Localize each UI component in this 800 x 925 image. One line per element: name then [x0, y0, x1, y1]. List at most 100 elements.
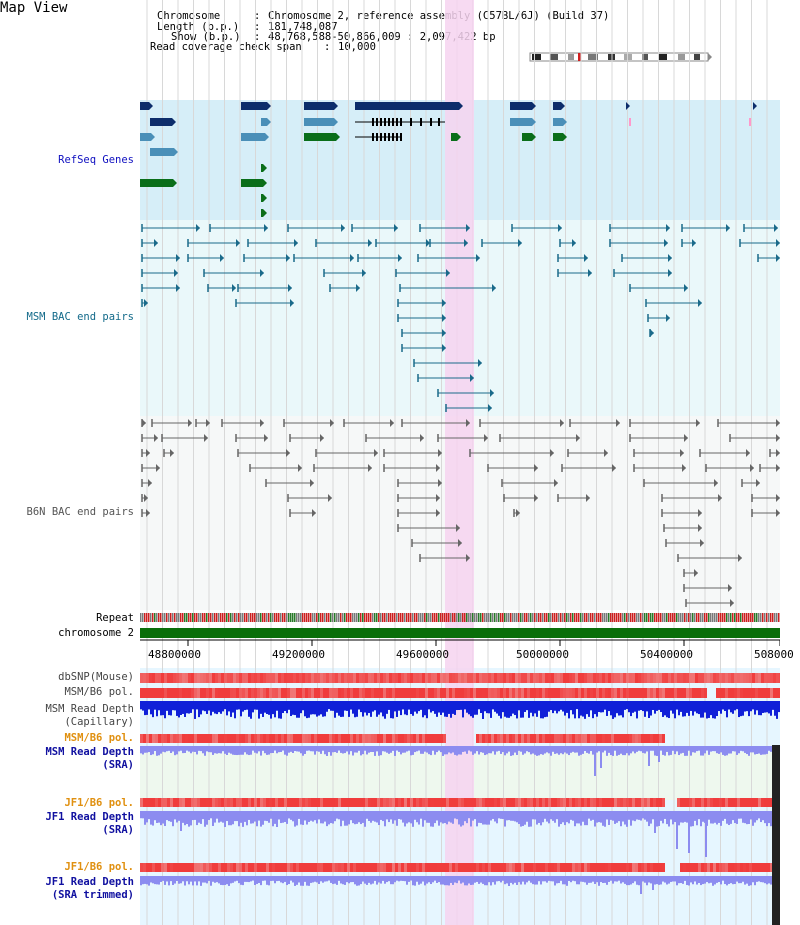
polymorphism-cell — [770, 798, 773, 807]
read-depth-bar — [652, 746, 654, 751]
polymorphism-cell — [641, 734, 644, 743]
polymorphism-cell — [551, 688, 554, 698]
polymorphism-cell — [542, 734, 545, 743]
polymorphism-cell — [188, 863, 191, 872]
gene-exon — [438, 118, 440, 126]
gene-exon — [355, 102, 405, 110]
read-depth-bar — [434, 811, 436, 824]
read-depth-bar — [762, 811, 764, 821]
read-depth-bar — [482, 876, 484, 884]
b6n-bac-end — [776, 494, 780, 502]
read-depth-bar — [442, 876, 444, 885]
polymorphism-cell — [698, 673, 701, 683]
read-depth-bar — [502, 746, 504, 753]
read-depth-bar — [416, 811, 418, 823]
polymorphism-cell — [488, 734, 491, 743]
polymorphism-cell — [623, 734, 626, 743]
repeat-element — [194, 613, 196, 622]
jf1-sra-sublabel: (SRA) — [102, 824, 134, 836]
polymorphism-cell — [413, 863, 416, 872]
polymorphism-cell — [158, 734, 161, 743]
polymorphism-cell — [593, 734, 596, 743]
msm-bac-end — [584, 254, 588, 262]
read-depth-bar — [760, 876, 762, 883]
read-depth-bar — [610, 701, 612, 716]
polymorphism-cell — [524, 863, 527, 872]
read-depth-bar — [730, 811, 732, 824]
read-depth-bar — [712, 701, 714, 719]
read-depth-bar — [258, 876, 260, 884]
polymorphism-cell — [626, 798, 629, 807]
read-depth-bar — [698, 746, 700, 751]
read-depth-bar — [666, 876, 668, 885]
read-depth-bar — [618, 746, 620, 755]
polymorphism-cell — [269, 673, 272, 683]
read-depth-bar — [168, 811, 170, 822]
repeat-element — [358, 613, 360, 622]
b6n-bac-end — [456, 524, 460, 532]
read-depth-bar — [224, 811, 226, 827]
genome-browser-plot[interactable] — [140, 0, 780, 925]
read-depth-bar — [198, 701, 200, 718]
repeat-element — [568, 613, 570, 622]
gene-exon — [150, 118, 172, 126]
read-depth-bar — [500, 811, 502, 819]
read-depth-bar — [626, 701, 628, 710]
read-depth-bar — [316, 701, 318, 717]
repeat-element — [680, 613, 682, 622]
read-depth-bar — [242, 701, 244, 712]
repeat-element — [726, 613, 728, 622]
read-depth-bar — [288, 701, 290, 710]
read-depth-bar — [422, 876, 424, 882]
repeat-element — [686, 613, 688, 622]
read-depth-bar — [606, 876, 608, 885]
msm-bac-end — [668, 254, 672, 262]
read-depth-bar — [662, 811, 664, 824]
read-depth-bar — [732, 811, 734, 821]
read-depth-bar — [476, 811, 478, 827]
repeat-element — [324, 613, 326, 622]
read-depth-bar — [628, 746, 630, 756]
read-depth-bar — [618, 811, 620, 822]
read-depth-bar — [586, 876, 588, 885]
read-depth-bar — [648, 701, 650, 719]
polymorphism-cell — [374, 688, 377, 698]
read-depth-bar — [220, 811, 222, 822]
read-depth-bar — [286, 811, 288, 824]
repeat-element — [192, 613, 194, 622]
polymorphism-cell — [692, 863, 695, 872]
read-depth-bar — [574, 811, 576, 827]
read-depth-bar — [502, 876, 504, 881]
read-depth-bar — [412, 811, 414, 827]
polymorphism-cell — [437, 863, 440, 872]
read-depth-bar — [188, 746, 190, 752]
read-depth-bar — [218, 746, 220, 754]
polymorphism-cell — [329, 688, 332, 698]
polymorphism-cell — [584, 798, 587, 807]
read-depth-bar — [588, 811, 590, 819]
read-depth-bar — [730, 701, 732, 713]
polymorphism-cell — [194, 798, 197, 807]
polymorphism-cell — [656, 673, 659, 683]
repeat-element — [650, 613, 652, 622]
polymorphism-cell — [704, 798, 707, 807]
polymorphism-cell — [662, 734, 665, 743]
read-depth-bar — [150, 701, 152, 715]
read-depth-bar — [648, 876, 650, 883]
polymorphism-cell — [164, 734, 167, 743]
read-depth-bar — [474, 876, 476, 883]
read-depth-bar — [486, 811, 488, 825]
read-depth-bar — [272, 811, 274, 827]
read-depth-bar — [732, 746, 734, 752]
read-depth-bar — [324, 701, 326, 717]
polymorphism-cell — [779, 673, 780, 683]
read-depth-bar — [302, 701, 304, 711]
read-depth-bar — [342, 701, 344, 717]
read-depth-bar — [646, 701, 648, 712]
polymorphism-cell — [167, 798, 170, 807]
repeat-element — [148, 613, 150, 622]
polymorphism-cell — [569, 798, 572, 807]
read-depth-bar — [294, 876, 296, 886]
read-depth-bar — [614, 876, 616, 882]
polymorphism-cell — [401, 734, 404, 743]
